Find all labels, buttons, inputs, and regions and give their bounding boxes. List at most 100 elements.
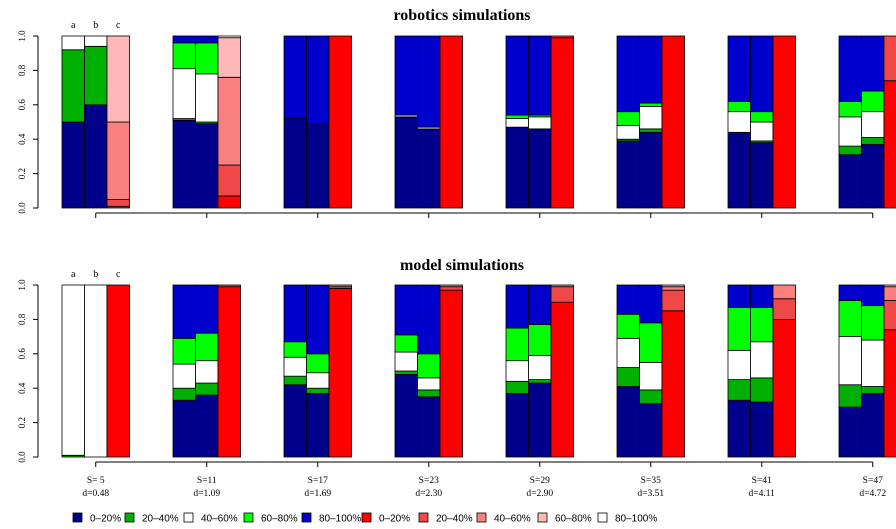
- bar-label-b: b: [93, 269, 98, 280]
- bar-segment-blue-2: [616, 125, 640, 140]
- bar-segment-blue-2: [639, 361, 663, 391]
- bar-segment-blue-4: [306, 284, 330, 355]
- bar-segment-blue-4: [172, 284, 196, 339]
- legend-label: 40–60%: [201, 514, 238, 525]
- bar-segment-red-2: [217, 76, 241, 166]
- group-label-s: S=47: [863, 476, 883, 486]
- bar-segment-blue-0: [394, 116, 418, 209]
- bar-segment-blue-0: [750, 142, 774, 209]
- bar-segment-blue-3: [750, 111, 774, 123]
- bar-segment-blue-3: [861, 90, 885, 113]
- bar-segment-blue-2: [195, 360, 219, 384]
- bar-segment-blue-0: [61, 121, 85, 209]
- legend-swatch: [183, 512, 194, 523]
- legend-swatch: [72, 512, 83, 523]
- bar-segment-blue-0: [838, 406, 862, 458]
- bar-segment-blue-3: [283, 341, 307, 358]
- legend-swatch: [361, 512, 372, 523]
- bar-segment-blue-2: [505, 118, 529, 128]
- bar-segment-blue-4: [505, 35, 529, 116]
- legend-label: 20–40%: [436, 514, 473, 525]
- bar-segment-blue-1: [838, 384, 862, 408]
- bar-segment-blue-3: [639, 322, 663, 363]
- group-labels: S= 5 d=0.48 S=11 d=1.09 S=17 d=1.69 S=23 d=2.30…: [82, 476, 886, 499]
- legend-label: 60–80%: [261, 514, 298, 525]
- bar-segment-blue-0: [528, 128, 552, 209]
- y-tick-label: 1.0: [17, 30, 27, 42]
- bar-segment-blue-0: [639, 131, 663, 209]
- bar-segment-red-3: [883, 284, 896, 288]
- bar-segment-blue-1: [394, 370, 418, 375]
- bar-segment-blue-0: [84, 104, 108, 209]
- group-label-d: d=2.90: [526, 489, 553, 499]
- bar-segment-blue-1: [61, 49, 85, 123]
- bar-segment-blue-2: [283, 356, 307, 377]
- bar-segment-blue-3: [394, 334, 418, 353]
- legend-label: 0–20%: [90, 514, 121, 525]
- bar-segment-red-1: [106, 198, 130, 207]
- group-label-s: S=29: [530, 476, 550, 486]
- bar-segment-blue-3: [172, 337, 196, 365]
- bar-segment-red-3: [661, 284, 685, 288]
- legend-swatch: [243, 512, 254, 523]
- bar-segment-blue-4: [727, 35, 751, 102]
- y-tick-label: 0.2: [17, 417, 27, 428]
- bar-segment-blue-4: [417, 35, 441, 128]
- bar-segment-blue-2: [861, 111, 885, 138]
- bar-segment-red-0: [439, 35, 463, 209]
- bar-segment-blue-4: [639, 35, 663, 104]
- bar-segment-blue-3: [417, 353, 441, 379]
- bar-segment-blue-1: [306, 387, 330, 394]
- legend-swatch: [124, 512, 135, 523]
- bar-segment-blue-2: [84, 35, 108, 47]
- y-tick-label: 0.0: [17, 202, 27, 214]
- bar-segment-blue-2: [838, 116, 862, 147]
- y-tick-label: 0.6: [17, 99, 27, 111]
- y-tick-label: 0.2: [17, 168, 27, 179]
- bar-segment-blue-2: [727, 349, 751, 380]
- bar-segment-blue-2: [750, 121, 774, 142]
- y-tick-label: 0.8: [17, 64, 27, 76]
- bar-segment-blue-3: [838, 100, 862, 118]
- bar-segment-blue-1: [84, 45, 108, 106]
- group-label-s: S=11: [197, 476, 217, 486]
- bar-segment-blue-3: [172, 42, 196, 70]
- bar-segment-blue-0: [616, 386, 640, 458]
- bar-segment-blue-2: [306, 372, 330, 389]
- bar-segment-blue-0: [861, 143, 885, 209]
- bar-segment-blue-2: [172, 68, 196, 119]
- legend-swatch: [476, 512, 487, 523]
- legend-swatch: [537, 512, 548, 523]
- bar-segment-blue-2: [84, 284, 108, 458]
- bar-segment-red-0: [550, 301, 574, 458]
- bar-segment-blue-0: [417, 396, 441, 458]
- bar-segment-blue-1: [195, 382, 219, 396]
- bar-segment-blue-4: [838, 284, 862, 301]
- bar-segment-blue-1: [505, 380, 529, 394]
- bar-segment-blue-2: [172, 363, 196, 389]
- bar-segment-red-2: [439, 284, 463, 288]
- legend-label: 60–80%: [555, 514, 592, 525]
- bar-segment-blue-1: [528, 379, 552, 384]
- bar-segment-blue-3: [528, 324, 552, 356]
- bar-segment-blue-2: [394, 351, 418, 372]
- group-label-d: d=3.51: [637, 489, 664, 499]
- y-tick-label: 0.0: [17, 451, 27, 463]
- bar-segment-blue-2: [528, 116, 552, 130]
- bar-segment-blue-0: [394, 374, 418, 458]
- group-label-d: d=4.11: [749, 489, 776, 499]
- bar-segment-red-1: [217, 284, 241, 288]
- bar-segment-blue-0: [505, 126, 529, 209]
- bar-segment-red-0: [550, 37, 574, 209]
- bar-segment-blue-0: [750, 401, 774, 458]
- bar-segment-blue-1: [417, 389, 441, 398]
- bar-segment-blue-0: [195, 123, 219, 209]
- bar-segment-blue-4: [283, 284, 307, 343]
- group-label-s: S=23: [419, 476, 439, 486]
- bar-segment-blue-0: [306, 392, 330, 458]
- bar-segment-blue-2: [616, 337, 640, 368]
- bar-segment-blue-1: [727, 379, 751, 401]
- bar-segment-blue-0: [639, 403, 663, 458]
- group-label-d: d=1.69: [304, 489, 331, 499]
